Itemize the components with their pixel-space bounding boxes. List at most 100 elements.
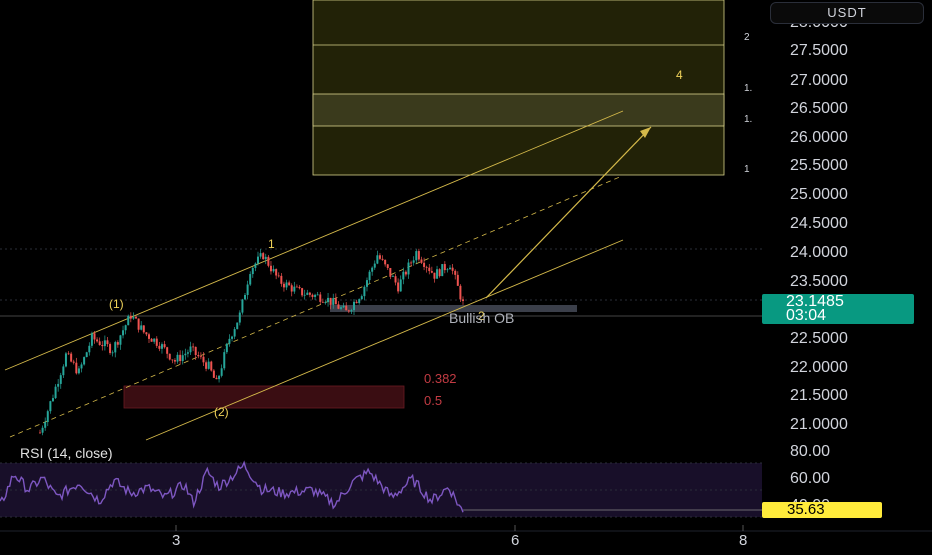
candle [290, 285, 293, 292]
fib-label-05: 0.5 [424, 393, 442, 408]
price-axis[interactable]: 28.0000 27.5000 27.0000 26.5000 26.0000 … [790, 14, 848, 514]
candle [363, 286, 366, 297]
candle [142, 325, 145, 333]
candle [365, 280, 368, 287]
price-tick: 26.5000 [790, 100, 848, 117]
price-tick: 26.0000 [790, 129, 848, 146]
candle [443, 264, 446, 271]
candle [189, 346, 192, 353]
candles-layer [39, 248, 464, 436]
candle [288, 282, 291, 286]
candle [155, 338, 158, 346]
candle [70, 353, 73, 362]
candle [282, 283, 285, 288]
candle [251, 267, 254, 275]
candle [85, 352, 88, 358]
candle [163, 344, 166, 348]
candle [80, 364, 83, 369]
candle [358, 299, 361, 304]
candle [49, 401, 52, 412]
candle [327, 297, 330, 303]
candle [381, 258, 384, 260]
candle [135, 316, 138, 319]
candle [124, 325, 127, 331]
candle [186, 352, 189, 354]
rsi-tick: 60.00 [790, 470, 830, 487]
candle [285, 282, 288, 288]
candle [202, 356, 205, 363]
candle [277, 275, 280, 277]
candle [256, 256, 259, 264]
candle [441, 264, 444, 277]
candle [449, 267, 452, 270]
candle [433, 272, 436, 279]
candle [46, 411, 49, 423]
candle [54, 386, 57, 399]
candle [62, 366, 65, 376]
candle [218, 375, 221, 380]
candle [462, 299, 464, 301]
candle [176, 354, 179, 362]
time-axis[interactable]: 3 6 8 [172, 532, 747, 549]
candle [373, 263, 376, 268]
wave-label-4: 4 [676, 68, 683, 82]
wave-label-1: 1 [268, 237, 275, 251]
rsi-value-badge: 35.63 [762, 502, 882, 518]
candle [231, 336, 234, 339]
candle [378, 255, 381, 259]
candle [259, 253, 262, 257]
candle [360, 296, 363, 300]
candle [228, 338, 231, 344]
price-tick: 27.0000 [790, 72, 848, 89]
order-block-label: Bullish OB [449, 310, 514, 326]
candle [308, 292, 311, 295]
candle [420, 259, 423, 263]
candle [368, 271, 371, 281]
rsi-value: 35.63 [787, 501, 825, 518]
candle [254, 263, 257, 268]
rsi-title: RSI (14, close) [20, 445, 113, 461]
candle [340, 307, 343, 309]
candle [210, 361, 213, 371]
candle [101, 345, 104, 347]
channel-mid-line [9, 175, 623, 438]
candle [140, 325, 143, 330]
right-mark-1a: 1. [744, 83, 752, 94]
candle [181, 355, 184, 362]
candle [122, 330, 125, 336]
candle [173, 360, 176, 362]
candle [103, 340, 106, 347]
candle [386, 264, 389, 268]
last-price-badge: 23.1485 03:04 [762, 294, 914, 324]
fib-label-0382: 0.382 [424, 371, 457, 386]
candle [334, 298, 337, 305]
candle [272, 269, 275, 272]
candle [236, 322, 239, 330]
currency-selector[interactable]: USDT [770, 2, 924, 24]
candle [93, 333, 96, 340]
price-tick: 27.5000 [790, 42, 848, 59]
price-tick: 22.0000 [790, 359, 848, 376]
last-price-value: 23.1485 [786, 293, 844, 310]
candle [241, 299, 244, 313]
bar-countdown: 03:04 [786, 307, 827, 324]
projection-arrow-head [640, 127, 651, 138]
candle [425, 266, 428, 268]
candle [171, 359, 174, 361]
candle [184, 353, 187, 356]
candle [407, 262, 410, 275]
channel-upper-line [4, 110, 624, 371]
candle [423, 262, 426, 267]
candle [321, 301, 324, 303]
candle [150, 338, 153, 342]
candle [446, 269, 449, 271]
candle [41, 427, 44, 433]
candle [205, 362, 208, 369]
candle [57, 383, 60, 387]
candle [119, 335, 122, 345]
candle [147, 334, 150, 339]
candle [428, 267, 431, 272]
candle [197, 354, 200, 357]
